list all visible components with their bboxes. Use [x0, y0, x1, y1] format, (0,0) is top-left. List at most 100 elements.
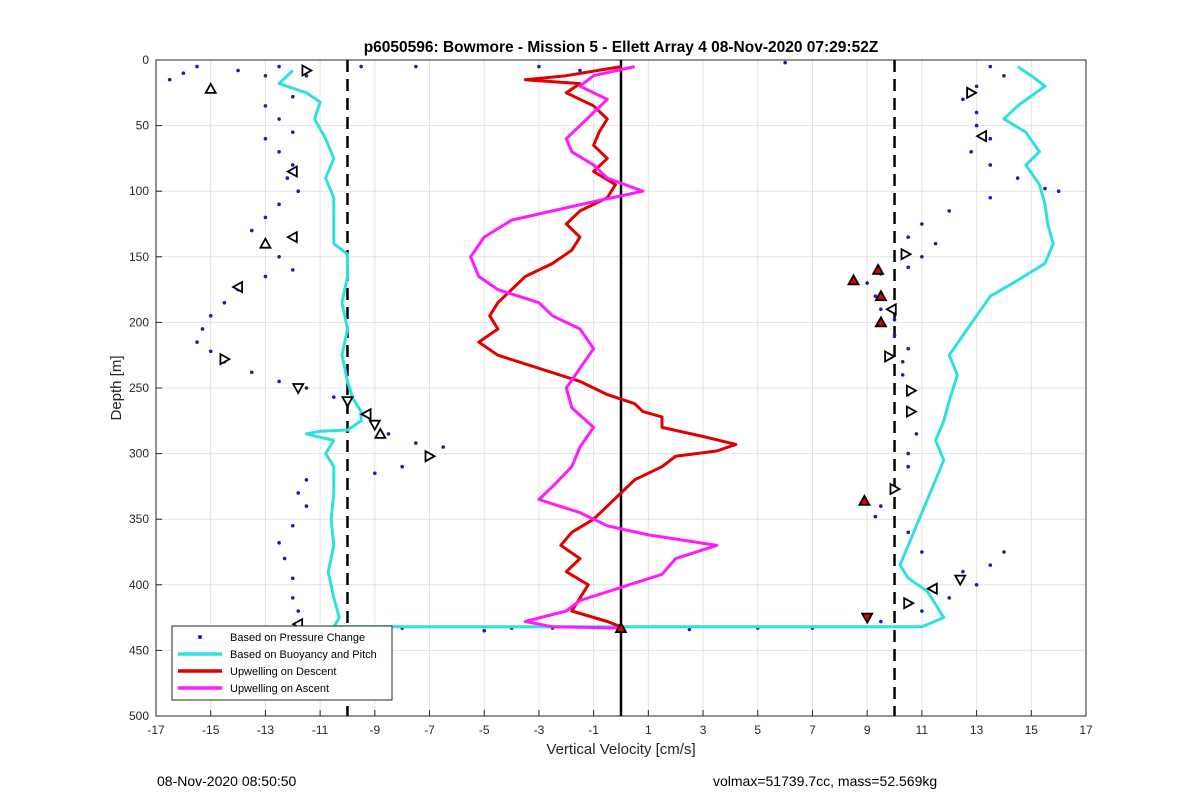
triangle-marker — [860, 612, 874, 625]
series-line-1 — [277, 65, 1055, 629]
pressure-change-point — [914, 432, 919, 436]
y-tick-label: 0 — [142, 53, 149, 67]
triangle-marker — [424, 449, 437, 463]
pressure-change-point — [974, 110, 979, 115]
y-tick-label: 150 — [129, 250, 149, 264]
triangle-marker — [884, 302, 897, 316]
x-tick-label: 11 — [916, 723, 929, 737]
x-tick-label: 7 — [809, 723, 816, 737]
pressure-change-point — [277, 64, 281, 69]
pressure-change-point — [331, 395, 336, 399]
pressure-change-point — [906, 530, 911, 535]
x-tick-label: -11 — [312, 723, 329, 737]
triangle-marker — [219, 352, 232, 366]
pressure-change-point — [906, 346, 911, 351]
pressure-change-point — [263, 73, 268, 78]
triangle-marker — [975, 129, 987, 143]
x-tick-label: -5 — [479, 723, 490, 737]
pressure-change-point — [359, 64, 363, 69]
x-tick-label: -1 — [588, 723, 599, 737]
pressure-change-point — [906, 464, 911, 469]
triangle-marker — [846, 273, 861, 286]
pressure-change-point — [277, 541, 281, 545]
pressure-change-point — [249, 370, 254, 375]
legend-label-descent: Upwelling on Descent — [230, 666, 336, 678]
y-tick-label: 500 — [129, 709, 149, 723]
triangle-marker — [953, 574, 967, 587]
y-tick-label: 50 — [136, 119, 150, 133]
triangle-marker — [874, 315, 888, 328]
pressure-change-point — [277, 379, 281, 384]
triangle-marker — [204, 82, 218, 94]
x-axis-label: Vertical Velocity [cm/s] — [546, 741, 695, 758]
pressure-change-point — [290, 576, 295, 581]
pressure-change-point — [988, 64, 993, 69]
legend-entry-ascent: Upwelling on Ascent — [178, 683, 329, 695]
triangle-marker — [301, 63, 314, 78]
x-tick-label: -15 — [202, 723, 220, 737]
y-tick-label: 450 — [129, 643, 149, 657]
pressure-change-point — [920, 609, 924, 613]
pressure-change-point — [277, 254, 281, 259]
pressure-change-point — [400, 464, 404, 469]
x-tick-label: -7 — [424, 723, 435, 737]
triangle-marker — [614, 621, 628, 633]
triangle-marker — [291, 383, 305, 395]
pressure-change-point — [947, 209, 952, 213]
x-tick-label: 15 — [1025, 723, 1039, 737]
pressure-change-point — [988, 195, 993, 200]
footer-volmax-mass: volmax=51739.7cc, mass=52.569kg — [713, 773, 938, 789]
triangle-marker — [871, 263, 885, 275]
pressure-change-point — [263, 274, 268, 279]
x-tick-label: 17 — [1079, 723, 1093, 737]
pressure-change-point — [200, 327, 205, 331]
pressure-change-point — [195, 64, 199, 69]
x-tick-label: -13 — [257, 723, 275, 737]
pressure-change-point — [249, 228, 254, 233]
series-line-3 — [469, 65, 719, 630]
pressure-change-point — [282, 556, 287, 561]
legend-label-buoyancy: Based on Buoyancy and Pitch — [230, 649, 377, 661]
pressure-change-point — [974, 123, 979, 128]
pressure-change-point — [687, 627, 692, 632]
pressure-change-point — [920, 254, 924, 259]
pressure-change-point — [167, 77, 172, 82]
pressure-change-point — [304, 73, 309, 78]
pressure-change-point — [1043, 186, 1047, 191]
pressure-change-point — [537, 64, 541, 69]
legend-entry-descent: Upwelling on Descent — [178, 666, 336, 678]
pressure-change-point — [988, 563, 993, 567]
pressure-change-point — [277, 150, 281, 154]
triangle-marker — [903, 596, 916, 610]
pressure-change-point — [414, 441, 418, 445]
x-tick-label: 1 — [645, 723, 652, 737]
pressure-change-point — [1002, 550, 1006, 554]
triangle-marker — [874, 289, 888, 302]
pressure-change-point — [947, 596, 952, 600]
pressure-change-point — [961, 569, 965, 574]
pressure-change-point — [195, 340, 199, 344]
triangle-marker — [373, 427, 387, 439]
y-tick-label: 100 — [129, 184, 149, 198]
pressure-change-point — [208, 314, 213, 318]
pressure-change-point — [969, 150, 973, 154]
x-tick-label: -17 — [147, 723, 165, 737]
pressure-change-point — [879, 504, 883, 508]
pressure-change-point — [290, 94, 295, 99]
pressure-change-point — [373, 471, 377, 476]
pressure-change-point — [892, 333, 897, 338]
x-tick-label: 9 — [864, 723, 871, 737]
pressure-change-point — [304, 386, 309, 390]
triangle-marker — [285, 164, 298, 179]
pressure-change-point — [181, 71, 186, 75]
pressure-change-point — [578, 68, 582, 73]
pressure-change-point — [906, 451, 911, 456]
pressure-change-point — [222, 300, 227, 305]
pressure-change-point — [906, 235, 911, 239]
y-axis-label: Depth [m] — [108, 355, 125, 420]
x-tick-label: -3 — [534, 723, 545, 737]
pressure-change-point — [988, 163, 993, 167]
triangle-marker — [925, 582, 938, 596]
reference-lines — [346, 60, 896, 716]
pressure-change-point — [296, 189, 301, 193]
